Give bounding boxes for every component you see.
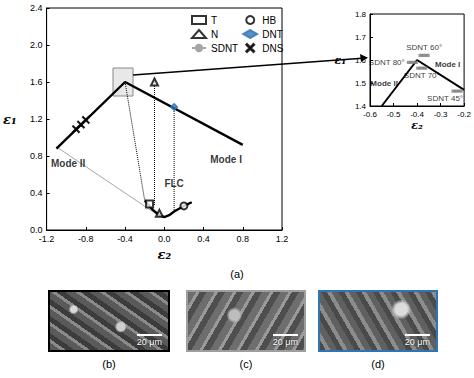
svg-text:HB: HB <box>262 15 276 26</box>
html-text:20 μm: 20 μm <box>404 337 430 347</box>
svg-text:-0.2: -0.2 <box>457 110 471 119</box>
html-text:(a): (a) <box>230 268 244 280</box>
svg-text:2.4: 2.4 <box>30 3 43 13</box>
svg-text:1.2: 1.2 <box>276 234 289 244</box>
svg-text:Mode I: Mode I <box>435 60 460 69</box>
svg-text:T: T <box>211 15 217 26</box>
svg-text:0.0: 0.0 <box>158 234 171 244</box>
svg-text:SDNT 80°: SDNT 80° <box>369 58 405 67</box>
svg-text:DNS: DNS <box>262 43 283 54</box>
svg-text:-0.4: -0.4 <box>117 234 133 244</box>
html-text:(b): (b) <box>102 358 116 370</box>
svg-text:0.4: 0.4 <box>30 188 43 198</box>
svg-text:1.4: 1.4 <box>354 101 366 111</box>
svg-text:Mode II: Mode II <box>370 79 398 88</box>
svg-text:1.6: 1.6 <box>30 77 43 87</box>
html-text:20 μm: 20 μm <box>272 337 298 347</box>
svg-text:1.5: 1.5 <box>355 79 367 88</box>
svg-text:ε₂: ε₂ <box>411 119 423 132</box>
svg-text:2.0: 2.0 <box>30 40 43 50</box>
svg-text:SDNT 70°: SDNT 70° <box>404 71 440 80</box>
svg-text:SDNT: SDNT <box>211 43 238 54</box>
svg-text:SDNT 45°: SDNT 45° <box>427 94 463 103</box>
svg-text:DNT: DNT <box>262 29 283 40</box>
svg-text:SDNT 60°: SDNT 60° <box>406 43 442 52</box>
svg-text:-0.6: -0.6 <box>363 110 377 119</box>
svg-text:-0.4: -0.4 <box>410 110 424 119</box>
svg-text:0.8: 0.8 <box>30 151 43 161</box>
svg-text:0.0: 0.0 <box>30 225 43 235</box>
svg-text:1.2: 1.2 <box>30 114 43 124</box>
html-text:(d): (d) <box>371 358 385 370</box>
svg-text:-0.8: -0.8 <box>78 234 94 244</box>
html-text:20 μm: 20 μm <box>136 337 162 347</box>
svg-text:1.6: 1.6 <box>354 55 366 65</box>
svg-text:N: N <box>211 29 218 40</box>
html-text:(c): (c) <box>239 358 253 370</box>
svg-text:-0.5: -0.5 <box>387 110 401 119</box>
svg-text:ε₂: ε₂ <box>157 247 171 262</box>
svg-text:0.8: 0.8 <box>237 234 250 244</box>
svg-text:FLC: FLC <box>164 178 183 189</box>
svg-text:1.8: 1.8 <box>355 10 367 19</box>
svg-text:0.4: 0.4 <box>197 234 210 244</box>
svg-text:Mode II: Mode II <box>51 158 86 169</box>
svg-text:-1.2: -1.2 <box>39 234 55 244</box>
svg-text:-0.3: -0.3 <box>434 110 448 119</box>
svg-text:ε₁: ε₁ <box>334 53 346 67</box>
svg-text:Mode I: Mode I <box>210 154 242 165</box>
svg-text:1.7: 1.7 <box>355 33 367 42</box>
svg-text:ε₁: ε₁ <box>3 112 17 127</box>
